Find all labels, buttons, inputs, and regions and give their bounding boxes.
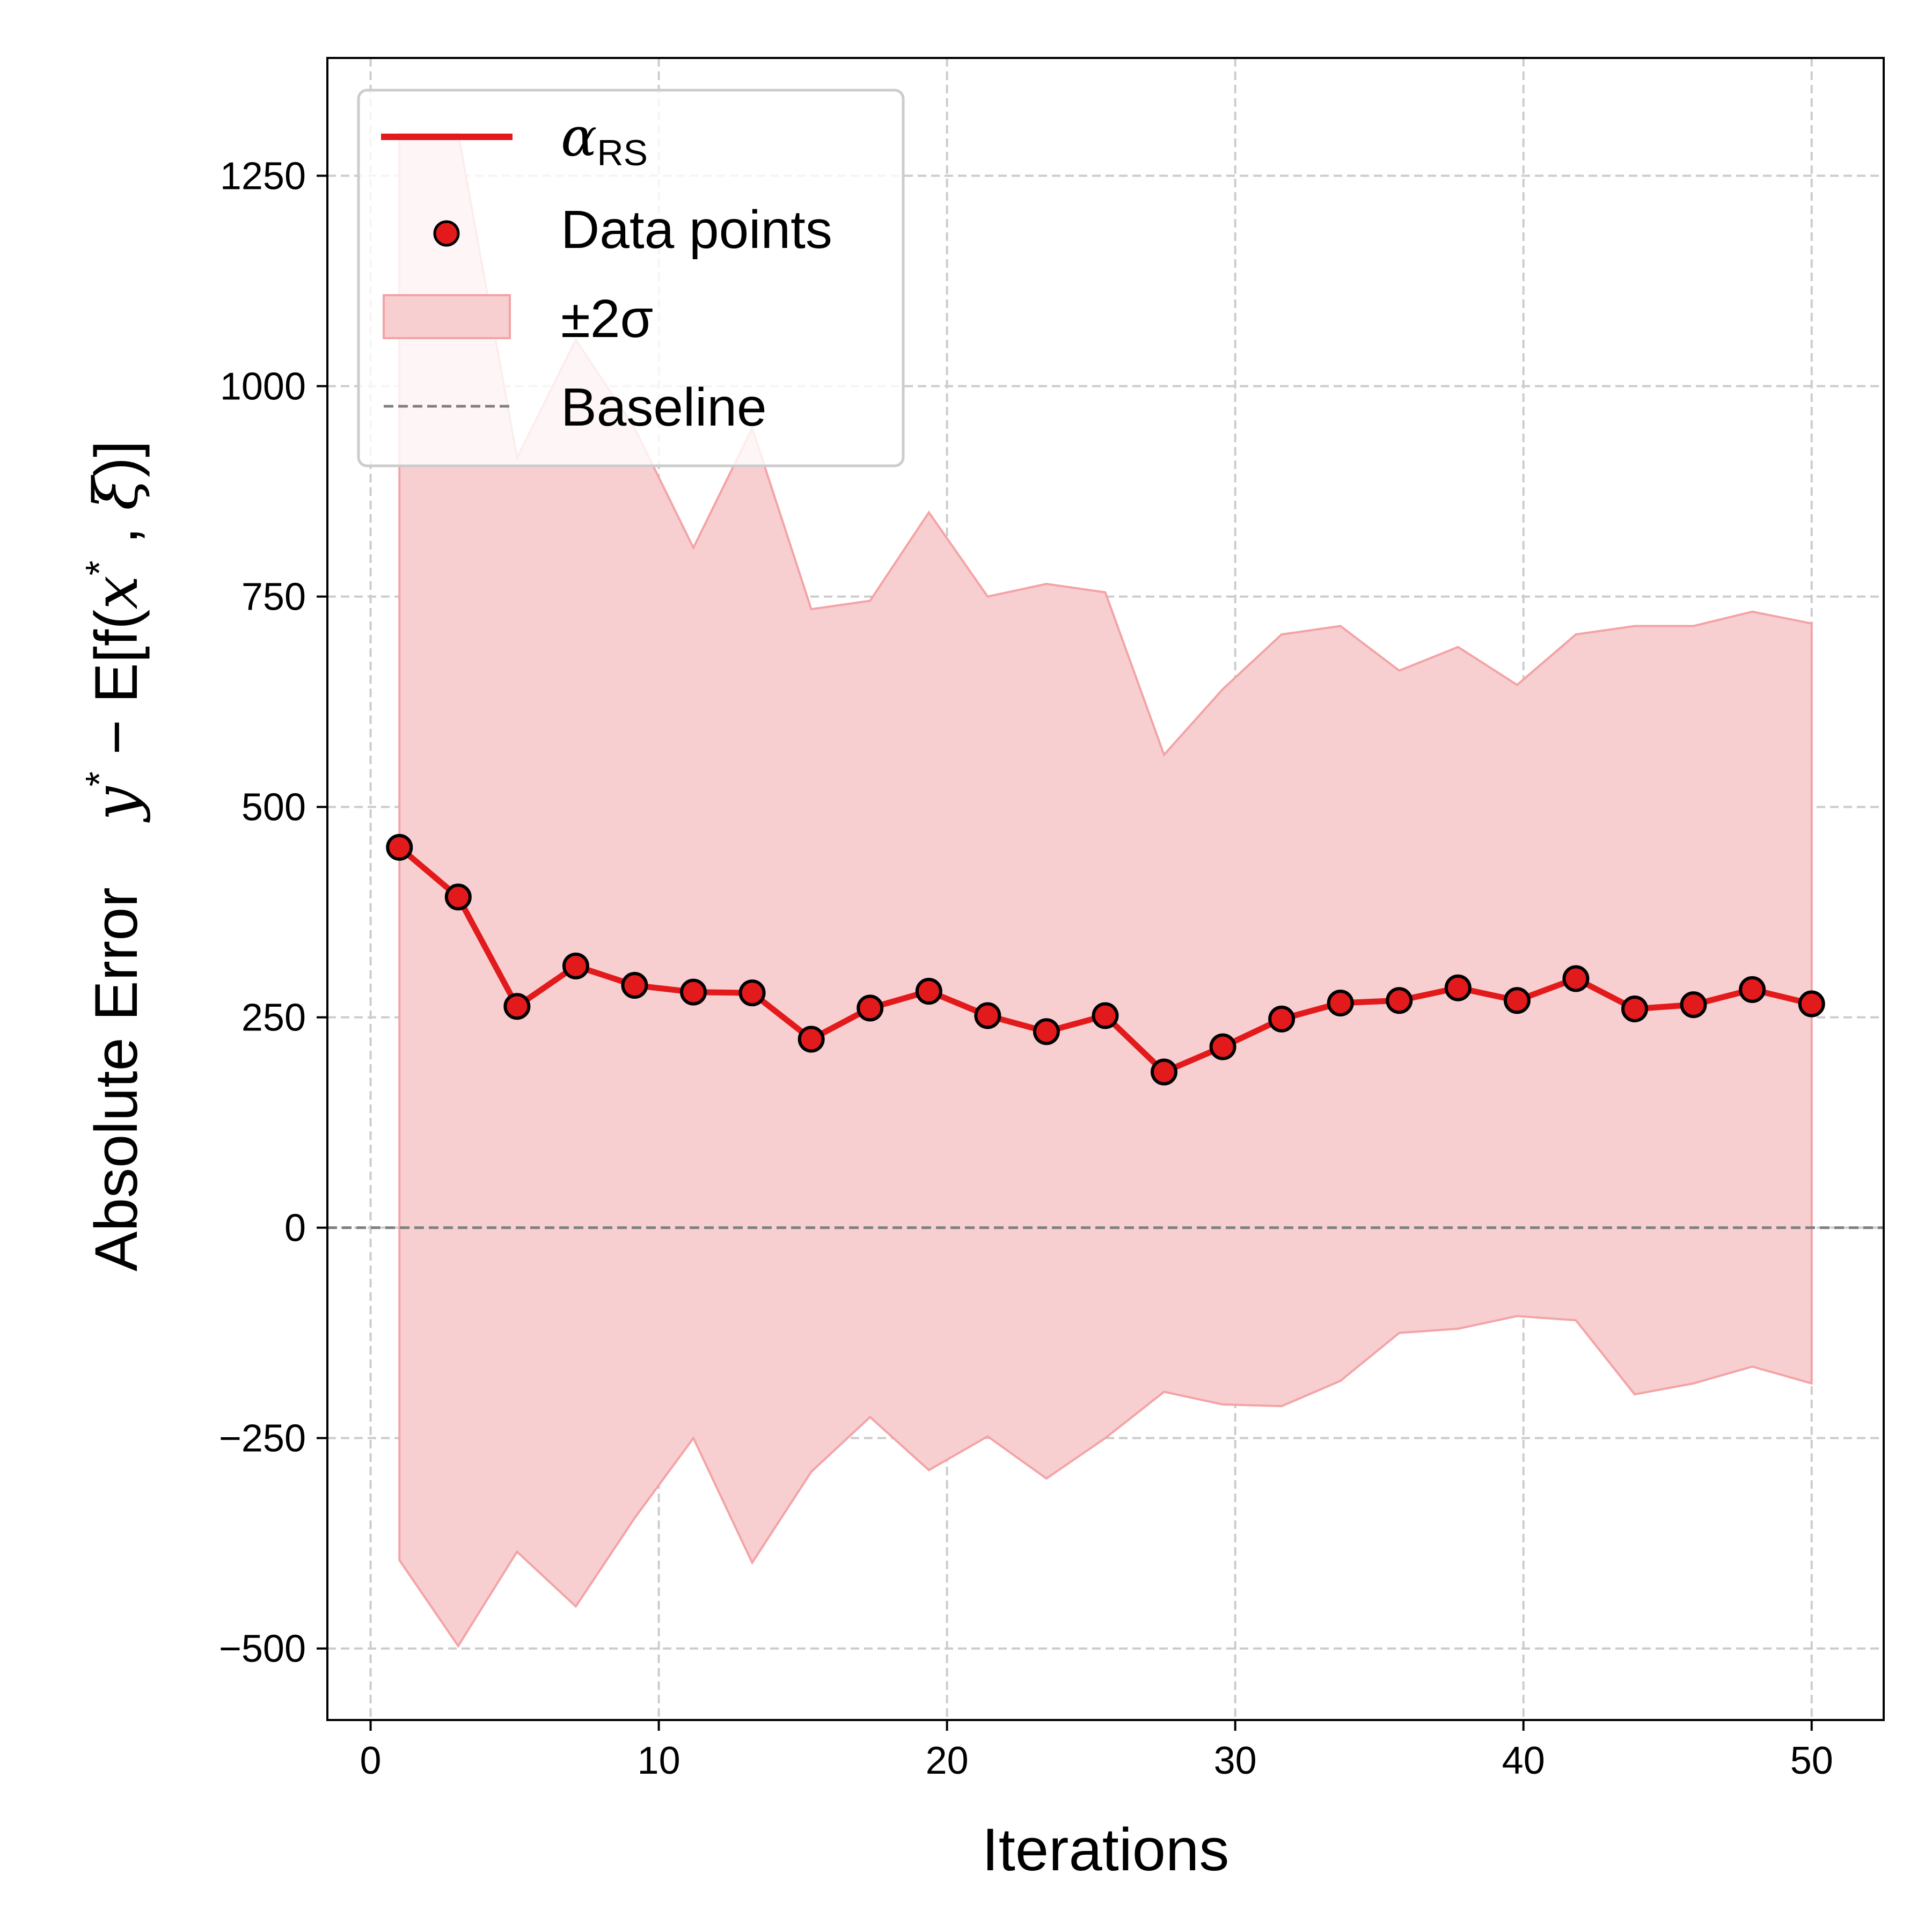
ticks: 0 10 20 30 40 50 −500 −250 0 250 500 750 1000 1250 bbox=[219, 155, 1833, 1782]
x-tick-label: 0 bbox=[360, 1739, 382, 1782]
data-point bbox=[1562, 965, 1590, 992]
y-tick-label: 1000 bbox=[220, 365, 306, 408]
data-point bbox=[1386, 987, 1413, 1014]
data-point bbox=[738, 979, 766, 1007]
y-tick-label: 250 bbox=[241, 997, 306, 1040]
legend-label-band: ±2σ bbox=[561, 289, 653, 349]
data-point bbox=[1151, 1058, 1178, 1086]
legend-point-swatch bbox=[433, 220, 460, 247]
confidence-band bbox=[398, 133, 1813, 1648]
x-tick-label: 10 bbox=[638, 1739, 680, 1782]
data-point bbox=[1503, 987, 1531, 1014]
data-point bbox=[974, 1002, 1001, 1029]
data-point bbox=[503, 993, 531, 1020]
y-axis-label: Absolute Error y* − E[f(x* , ξ)] bbox=[78, 441, 151, 1271]
band-layer bbox=[398, 133, 1813, 1648]
y-tick-label: 500 bbox=[241, 786, 306, 829]
points-layer bbox=[386, 833, 1825, 1086]
y-tick-label: 1250 bbox=[220, 155, 306, 198]
data-point bbox=[1444, 974, 1472, 1001]
data-point bbox=[1621, 995, 1648, 1022]
legend-label-points: Data points bbox=[561, 200, 832, 260]
data-point bbox=[621, 972, 648, 999]
legend: αRS Data points ±2σ Baseline bbox=[357, 89, 905, 467]
data-point bbox=[386, 833, 413, 861]
y-tick-label: −500 bbox=[219, 1628, 306, 1671]
plot-frame bbox=[326, 57, 1885, 1721]
data-point bbox=[1798, 990, 1825, 1018]
y-tick-label: 750 bbox=[241, 576, 306, 619]
data-point bbox=[1033, 1018, 1060, 1045]
x-tick-label: 50 bbox=[1790, 1739, 1833, 1782]
legend-box bbox=[357, 89, 905, 467]
y-tick-label: 0 bbox=[284, 1207, 306, 1250]
data-point bbox=[444, 883, 472, 911]
legend-label-baseline: Baseline bbox=[561, 377, 767, 437]
y-tick-label: −250 bbox=[219, 1417, 306, 1460]
data-point bbox=[1739, 976, 1766, 1003]
data-point bbox=[1209, 1033, 1236, 1060]
legend-band-swatch bbox=[383, 294, 511, 339]
legend-label-line: αRS bbox=[561, 106, 648, 173]
data-point bbox=[1680, 991, 1707, 1019]
data-point bbox=[915, 978, 942, 1005]
data-point bbox=[1327, 989, 1354, 1016]
data-point bbox=[1092, 1002, 1119, 1029]
x-tick-label: 30 bbox=[1214, 1739, 1257, 1782]
data-point bbox=[562, 952, 589, 979]
data-point bbox=[797, 1026, 825, 1053]
data-point bbox=[680, 978, 707, 1006]
x-tick-label: 20 bbox=[926, 1739, 969, 1782]
x-axis-label: Iterations bbox=[982, 1816, 1230, 1883]
data-point bbox=[1268, 1005, 1296, 1033]
data-point bbox=[857, 994, 884, 1022]
x-tick-label: 40 bbox=[1502, 1739, 1545, 1782]
